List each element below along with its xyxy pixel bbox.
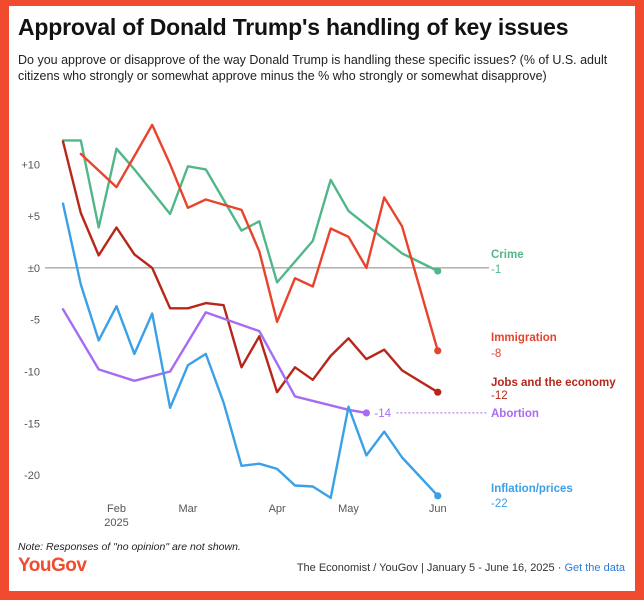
chart-card: Approval of Donald Trump's handling of k… bbox=[9, 6, 635, 591]
series-line-immigration bbox=[79, 123, 439, 353]
y-tick-label: -10 bbox=[24, 366, 40, 378]
series-endpoint-immigration bbox=[434, 347, 442, 355]
series-endpoint-crime bbox=[434, 267, 442, 275]
y-tick-label: +5 bbox=[27, 211, 40, 223]
x-tick-label: Feb bbox=[107, 503, 126, 515]
chart-source: The Economist / YouGov | January 5 - Jun… bbox=[297, 562, 625, 574]
y-tick-label: -5 bbox=[30, 315, 40, 327]
series-name-label: Inflation/prices bbox=[491, 483, 573, 495]
series-name-label: Immigration bbox=[491, 332, 557, 344]
series-line-inflation bbox=[61, 202, 439, 500]
series-name-label: Abortion bbox=[491, 408, 539, 420]
series-name-label: Crime bbox=[491, 249, 524, 261]
series-line-crime bbox=[61, 139, 439, 284]
chart-title: Approval of Donald Trump's handling of k… bbox=[18, 14, 569, 40]
series-value-label: -8 bbox=[491, 348, 501, 360]
series-value-label: -22 bbox=[491, 498, 508, 510]
series-line-jobs bbox=[61, 140, 439, 394]
series-value-label: -14 bbox=[374, 408, 391, 420]
series-line-abortion bbox=[61, 308, 368, 415]
series-value-label: -1 bbox=[491, 264, 501, 276]
y-tick-label: ±0 bbox=[28, 263, 40, 275]
yougov-logo: YouGov bbox=[18, 555, 87, 576]
source-text: The Economist / YouGov | January 5 - Jun… bbox=[296, 562, 565, 574]
y-tick-label: -20 bbox=[24, 470, 40, 482]
y-tick-label: -15 bbox=[24, 418, 40, 430]
line-chart: +10 +5 ±0 -5 -10 -15 -20 Feb 2025 Mar Apr May Jun Cri… bbox=[21, 123, 616, 529]
x-tick-sublabel: 2025 bbox=[104, 517, 128, 529]
series-endpoint-jobs bbox=[434, 388, 442, 396]
x-tick-label: Apr bbox=[269, 503, 286, 515]
series-value-label: -12 bbox=[491, 390, 508, 402]
x-tick-label: Jun bbox=[429, 503, 447, 515]
x-tick-label: Mar bbox=[178, 503, 197, 515]
get-the-data-link[interactable]: Get the data bbox=[564, 562, 625, 574]
series-endpoint-inflation bbox=[434, 492, 442, 500]
y-tick-label: +10 bbox=[21, 159, 40, 171]
series-endpoint-abortion bbox=[362, 409, 370, 417]
chart-subtitle: Do you approve or disapprove of the way … bbox=[18, 53, 608, 83]
chart-note: Note: Responses of "no opinion" are not … bbox=[18, 541, 241, 553]
series-name-label: Jobs and the economy bbox=[491, 377, 616, 389]
x-tick-label: May bbox=[338, 503, 359, 515]
